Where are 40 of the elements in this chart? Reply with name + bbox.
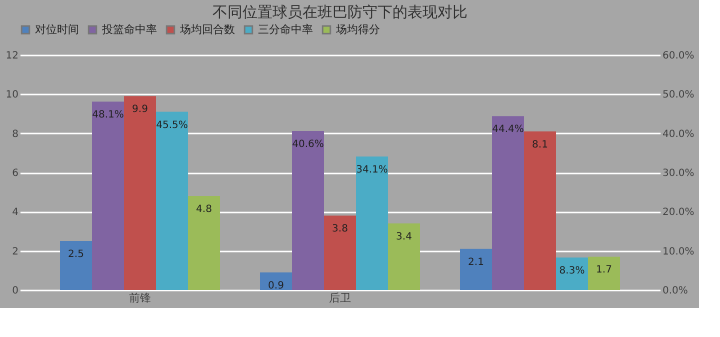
bar	[60, 241, 92, 290]
data-label: 3.8	[332, 224, 348, 235]
y-tick-label: 8	[12, 128, 18, 140]
y-tick-label: 12	[6, 50, 18, 62]
legend-label: 对位时间	[35, 22, 79, 36]
data-label: 8.3%	[559, 265, 585, 276]
y-tick-label: 6	[12, 168, 18, 179]
x-tick-label: 前锋	[129, 292, 151, 304]
data-label: 2.1	[468, 256, 484, 268]
chart-title: 不同位置球员在班巴防守下的表现对比	[212, 3, 468, 21]
legend-label: 投篮命中率	[101, 22, 157, 36]
y2-tick-label: 20.0%	[662, 207, 694, 218]
y2-tick-label: 50.0%	[662, 90, 694, 101]
y-tick-label: 2	[12, 246, 18, 258]
data-label: 4.8	[196, 204, 212, 215]
legend-label: 三分命中率	[258, 22, 313, 36]
x-tick-label: 后卫	[329, 292, 351, 304]
data-label: 8.1	[532, 139, 548, 150]
legend-label: 场均回合数	[179, 22, 235, 36]
y-tick-label: 10	[6, 90, 18, 101]
bar	[292, 130, 324, 290]
y2-tick-label: 0.0%	[662, 286, 688, 296]
y2-tick-label: 60.0%	[662, 50, 694, 62]
data-label: 2.5	[68, 249, 84, 260]
data-label: 9.9	[132, 104, 148, 116]
data-label: 0.9	[268, 280, 284, 292]
data-label: 40.6%	[292, 138, 324, 150]
data-label: 3.4	[396, 231, 412, 242]
y2-tick-label: 30.0%	[662, 168, 694, 179]
bar	[460, 248, 492, 290]
y2-tick-label: 40.0%	[662, 128, 694, 140]
data-label: 45.5%	[156, 120, 188, 131]
y-tick-label: 0	[12, 286, 18, 296]
y2-tick-label: 10.0%	[662, 246, 694, 258]
legend-label: 场均得分	[335, 22, 380, 36]
y-tick-label: 4	[12, 207, 18, 218]
data-label: 48.1%	[92, 110, 124, 121]
data-label: 44.4%	[492, 124, 524, 136]
data-label: 1.7	[596, 264, 612, 276]
data-label: 34.1%	[356, 164, 388, 176]
